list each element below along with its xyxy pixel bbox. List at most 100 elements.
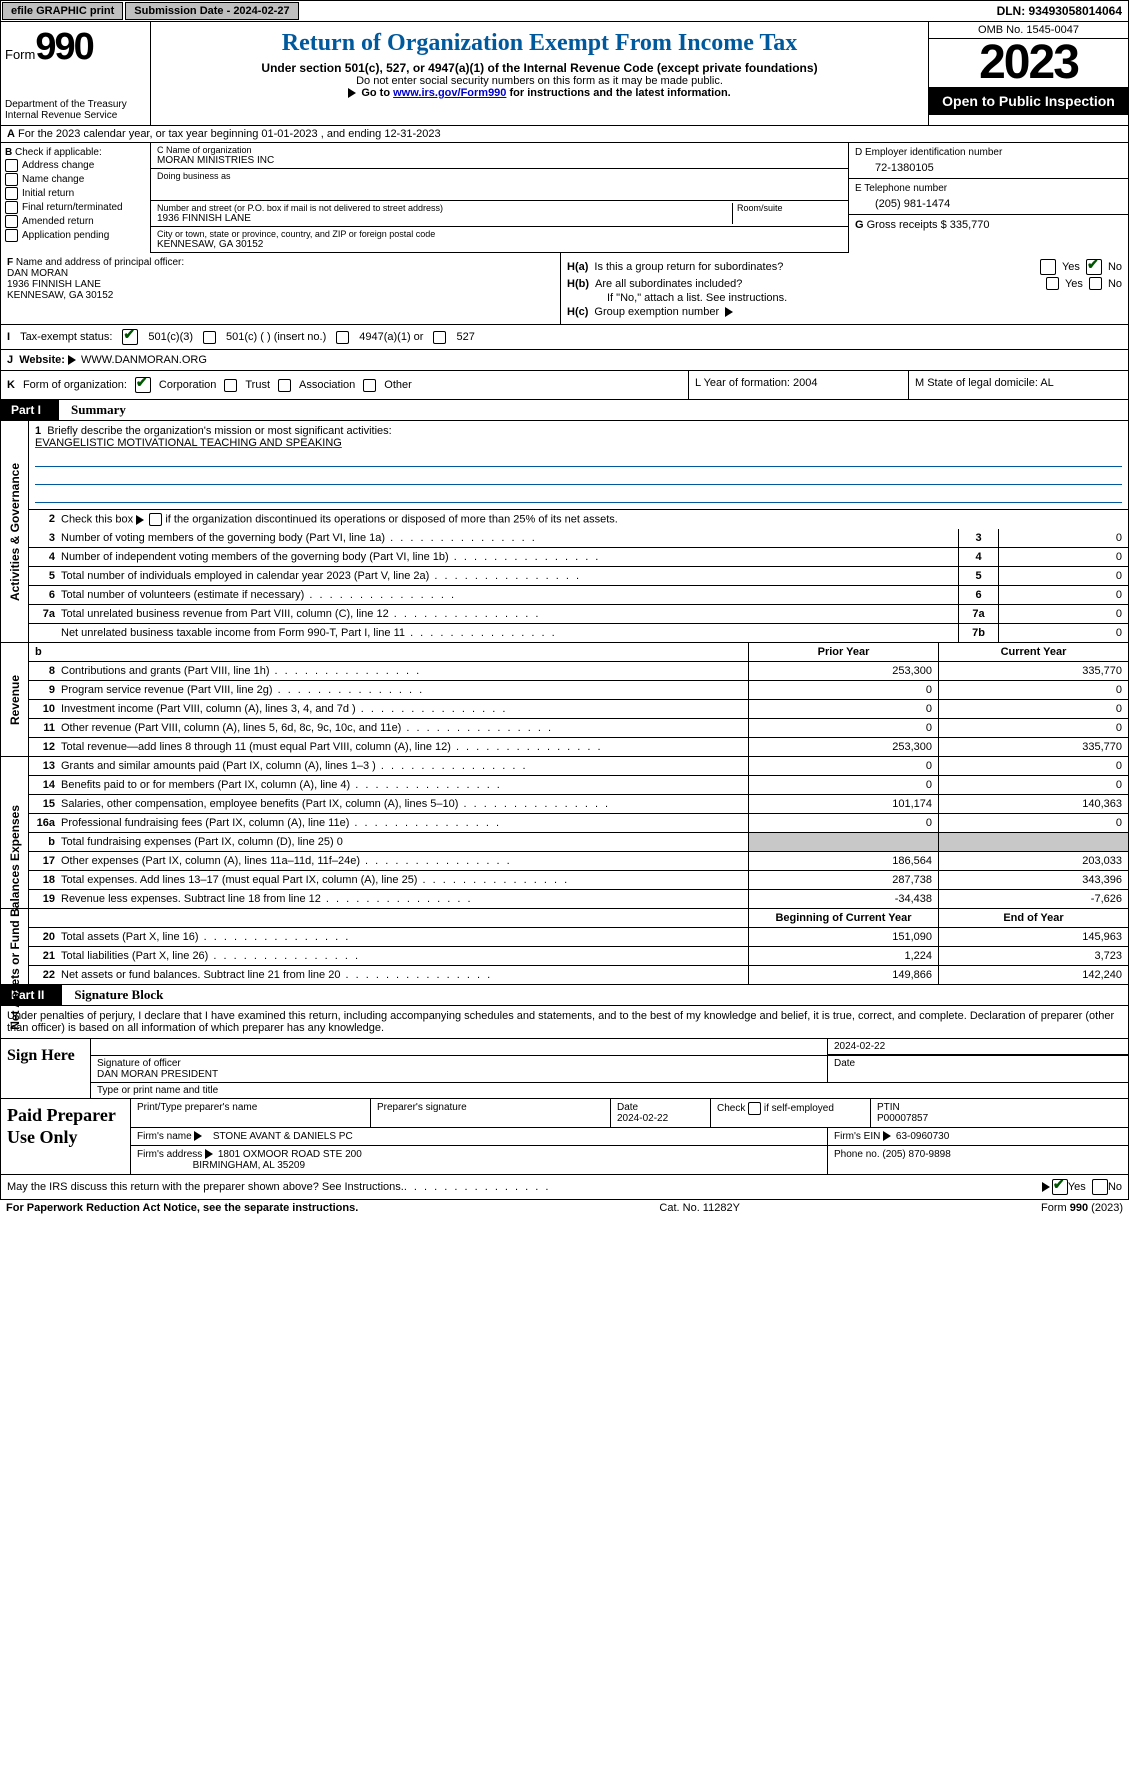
ein-cell: D Employer identification number 72-1380… xyxy=(849,143,1128,179)
expense-row: bTotal fundraising expenses (Part IX, co… xyxy=(29,833,1128,852)
arrow-icon xyxy=(725,307,733,317)
form-header: Form990 Department of the Treasury Inter… xyxy=(0,22,1129,126)
firm-addr-cell: Firm's address 1801 OXMOOR ROAD STE 200 … xyxy=(131,1146,828,1174)
subtitle-3: Go to www.irs.gov/Form990 for instructio… xyxy=(159,87,920,99)
officer-name: DAN MORAN PRESIDENT xyxy=(97,1069,821,1080)
chk-name-change[interactable] xyxy=(5,173,18,186)
phone-cell: E Telephone number (205) 981-1474 xyxy=(849,179,1128,215)
chk-ha-no[interactable] xyxy=(1086,259,1102,275)
website-row: J Website: WWW.DANMORAN.ORG xyxy=(1,350,1128,370)
form-of-org: K Form of organization: Corporation Trus… xyxy=(1,371,688,399)
chk-discontinued[interactable] xyxy=(149,513,162,526)
expense-row: 15Salaries, other compensation, employee… xyxy=(29,795,1128,814)
prep-name-hdr: Print/Type preparer's name xyxy=(131,1099,371,1127)
chk-ha-yes[interactable] xyxy=(1040,259,1056,275)
revenue-row: 12Total revenue—add lines 8 through 11 (… xyxy=(29,738,1128,756)
column-b-checkboxes: B Check if applicable: Address change Na… xyxy=(1,143,151,253)
dln: DLN: 93493058014064 xyxy=(997,4,1128,18)
ptin-cell: PTINP00007857 xyxy=(871,1099,1128,1127)
expense-row: 19Revenue less expenses. Subtract line 1… xyxy=(29,890,1128,908)
summary-row: 3Number of voting members of the governi… xyxy=(29,529,1128,548)
summary-row: 6Total number of volunteers (estimate if… xyxy=(29,586,1128,605)
arrow-icon xyxy=(348,88,356,98)
revenue-row: 10Investment income (Part VIII, column (… xyxy=(29,700,1128,719)
open-inspection: Open to Public Inspection xyxy=(929,87,1128,115)
chk-501c3[interactable] xyxy=(122,329,138,345)
line2-text: Check this box if the organization disco… xyxy=(59,510,1128,529)
netassets-row: 22Net assets or fund balances. Subtract … xyxy=(29,966,1128,984)
street-cell: Number and street (or P.O. box if mail i… xyxy=(151,201,848,227)
revenue-row: 11Other revenue (Part VIII, column (A), … xyxy=(29,719,1128,738)
subtitle-2: Do not enter social security numbers on … xyxy=(159,75,920,87)
chk-hb-no[interactable] xyxy=(1089,277,1102,290)
arrow-icon xyxy=(68,355,76,365)
revenue-row: 9Program service revenue (Part VIII, lin… xyxy=(29,681,1128,700)
hdr-begin-year: Beginning of Current Year xyxy=(748,909,938,927)
state-domicile: M State of legal domicile: AL xyxy=(908,371,1128,399)
year-formation: L Year of formation: 2004 xyxy=(688,371,908,399)
chk-amended[interactable] xyxy=(5,215,18,228)
chk-discuss-yes[interactable] xyxy=(1052,1179,1068,1195)
arrow-icon xyxy=(194,1131,202,1141)
expense-row: 18Total expenses. Add lines 13–17 (must … xyxy=(29,871,1128,890)
submission-date: Submission Date - 2024-02-27 xyxy=(125,2,298,20)
top-bar: efile GRAPHIC print Submission Date - 20… xyxy=(0,0,1129,22)
tax-year: 2023 xyxy=(929,39,1128,87)
chk-assoc[interactable] xyxy=(278,379,291,392)
chk-4947[interactable] xyxy=(336,331,349,344)
revenue-row: 8Contributions and grants (Part VIII, li… xyxy=(29,662,1128,681)
summary-row: 5Total number of individuals employed in… xyxy=(29,567,1128,586)
chk-527[interactable] xyxy=(433,331,446,344)
vlabel-revenue: Revenue xyxy=(1,643,29,756)
arrow-icon xyxy=(136,515,144,525)
arrow-icon xyxy=(883,1131,891,1141)
prep-sig-hdr: Preparer's signature xyxy=(371,1099,611,1127)
chk-discuss-no[interactable] xyxy=(1092,1179,1108,1195)
expense-row: 17Other expenses (Part IX, column (A), l… xyxy=(29,852,1128,871)
dept-treasury: Department of the Treasury Internal Reve… xyxy=(5,99,146,121)
subtitle-1: Under section 501(c), 527, or 4947(a)(1)… xyxy=(159,61,920,75)
perjury-declaration: Under penalties of perjury, I declare th… xyxy=(0,1006,1129,1039)
chk-hb-yes[interactable] xyxy=(1046,277,1059,290)
arrow-icon xyxy=(1042,1182,1050,1192)
part1-header: Part I Summary xyxy=(0,400,1129,421)
vlabel-governance: Activities & Governance xyxy=(1,421,29,642)
summary-row: 7aTotal unrelated business revenue from … xyxy=(29,605,1128,624)
self-employed-cell: Check if self-employed xyxy=(711,1099,871,1127)
prep-date-cell: Date2024-02-22 xyxy=(611,1099,711,1127)
page-footer: For Paperwork Reduction Act Notice, see … xyxy=(0,1200,1129,1216)
firm-name-cell: Firm's name STONE AVANT & DANIELS PC xyxy=(131,1128,828,1145)
chk-trust[interactable] xyxy=(224,379,237,392)
chk-other[interactable] xyxy=(363,379,376,392)
firm-ein-cell: Firm's EIN 63-0960730 xyxy=(828,1128,1128,1145)
row-a-tax-year: A For the 2023 calendar year, or tax yea… xyxy=(0,126,1129,143)
chk-address-change[interactable] xyxy=(5,159,18,172)
vlabel-netassets: Net Assets or Fund Balances xyxy=(1,909,29,984)
chk-initial-return[interactable] xyxy=(5,187,18,200)
sign-here-label: Sign Here xyxy=(1,1039,91,1098)
group-return-section: H(a) Is this a group return for subordin… xyxy=(561,253,1128,324)
chk-app-pending[interactable] xyxy=(5,229,18,242)
principal-officer: F Name and address of principal officer:… xyxy=(1,253,561,324)
efile-print-button[interactable]: efile GRAPHIC print xyxy=(2,2,123,20)
paid-preparer-label: Paid Preparer Use Only xyxy=(1,1099,131,1174)
chk-corp[interactable] xyxy=(135,377,151,393)
netassets-row: 21Total liabilities (Part X, line 26)1,2… xyxy=(29,947,1128,966)
form-number: Form990 xyxy=(5,26,146,69)
type-name-label: Type or print name and title xyxy=(91,1083,1128,1098)
discuss-row: May the IRS discuss this return with the… xyxy=(0,1175,1129,1200)
irs-link[interactable]: www.irs.gov/Form990 xyxy=(393,87,506,99)
chk-final-return[interactable] xyxy=(5,201,18,214)
firm-phone-cell: Phone no. (205) 870-9898 xyxy=(828,1146,1128,1174)
mission-block: 1 Briefly describe the organization's mi… xyxy=(29,421,1128,510)
city-cell: City or town, state or province, country… xyxy=(151,227,848,253)
date-label: Date xyxy=(828,1056,1128,1082)
chk-501c[interactable] xyxy=(203,331,216,344)
hb-note: If "No," attach a list. See instructions… xyxy=(567,292,1122,304)
officer-sig-label: Signature of officer xyxy=(97,1058,821,1069)
hdr-prior-year: Prior Year xyxy=(748,643,938,661)
chk-self-employed[interactable] xyxy=(748,1102,761,1115)
summary-row: 4Number of independent voting members of… xyxy=(29,548,1128,567)
arrow-icon xyxy=(205,1149,213,1159)
hdr-current-year: Current Year xyxy=(938,643,1128,661)
